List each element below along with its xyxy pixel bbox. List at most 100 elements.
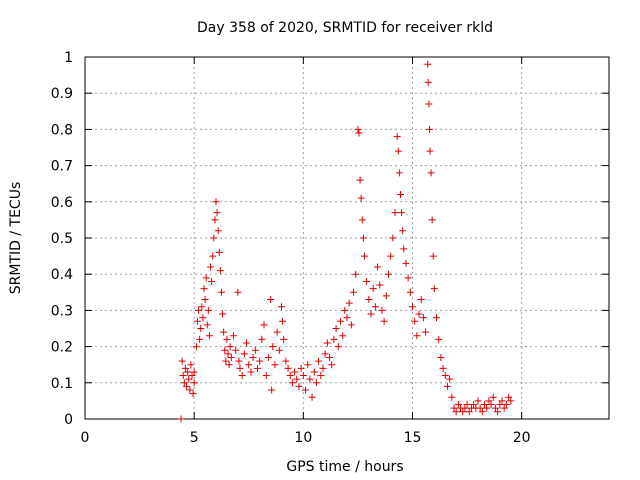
data-point [498,397,506,405]
data-point [243,339,251,347]
data-point [205,332,213,340]
data-point [430,285,438,293]
y-tick-label: 0 [64,412,73,428]
data-point [439,364,447,372]
data-point [358,216,366,224]
data-point [260,321,268,329]
data-point [306,375,314,383]
data-point [356,176,364,184]
data-point [404,274,412,282]
data-point [387,252,395,260]
data-point [376,281,384,289]
data-point [273,328,281,336]
data-point [201,296,209,304]
data-point [371,303,379,311]
data-point [502,401,510,409]
data-point [269,343,277,351]
data-point [219,310,227,318]
data-point [268,386,276,394]
data-point [251,346,259,354]
data-point [215,248,223,256]
data-point [380,317,388,325]
data-point [489,393,497,401]
y-tick-label: 0.3 [51,303,73,319]
data-point [198,303,206,311]
x-tick-label: 20 [513,430,531,446]
y-tick-label: 0.5 [51,231,73,247]
data-point [343,314,351,322]
data-point [369,285,377,293]
data-point [328,361,336,369]
data-point [190,379,198,387]
x-tick-label: 0 [81,430,90,446]
data-point [315,357,323,365]
data-point [295,382,303,390]
data-point [474,397,482,405]
data-point [465,408,473,416]
data-point [224,350,232,358]
data-point [400,245,408,253]
data-point [476,404,484,412]
data-point [352,270,360,278]
data-point [415,310,423,318]
data-point [232,346,240,354]
data-point [264,353,272,361]
data-point [207,263,215,271]
data-point [223,335,231,343]
data-point [196,335,204,343]
data-point [234,288,242,296]
data-point [378,306,386,314]
y-tick-label: 0.2 [51,340,73,356]
data-point [304,361,312,369]
y-tick-label: 0.1 [51,376,73,392]
data-point [210,234,218,242]
data-point [470,401,478,409]
data-point [262,372,270,380]
data-point [185,375,193,383]
x-axis-label: GPS time / hours [286,459,403,475]
data-point [374,263,382,271]
data-point [286,372,294,380]
data-point [396,191,404,199]
data-point [288,379,296,387]
data-point [186,386,194,394]
data-point [448,393,456,401]
data-point [435,335,443,343]
data-point [227,353,235,361]
data-point [225,361,233,369]
y-tick-label: 0.8 [51,122,73,138]
data-point [271,361,279,369]
data-point [332,325,340,332]
data-point [429,252,437,260]
data-point [389,234,397,242]
data-point [240,350,248,358]
data-point [312,379,320,387]
data-point [236,364,244,372]
data-point [413,332,421,340]
data-point [395,169,403,177]
data-point [427,169,435,177]
data-point [216,267,224,275]
data-point [178,357,186,365]
data-point [326,353,334,361]
data-point [258,335,266,343]
data-point [382,292,390,300]
data-point [267,296,275,304]
data-point [221,346,229,354]
y-tick-label: 1 [64,50,73,66]
data-points [177,60,515,423]
data-point [441,372,449,380]
data-point [249,353,257,361]
data-point [213,209,221,217]
data-point [496,401,504,409]
data-point [461,404,469,412]
data-point [323,339,331,347]
data-point [363,277,371,285]
data-point [253,364,261,372]
data-point [481,401,489,409]
data-point [463,401,471,409]
data-point [507,397,515,405]
data-point [347,321,355,329]
data-point [235,357,243,365]
y-tick-label: 0.7 [51,159,73,175]
